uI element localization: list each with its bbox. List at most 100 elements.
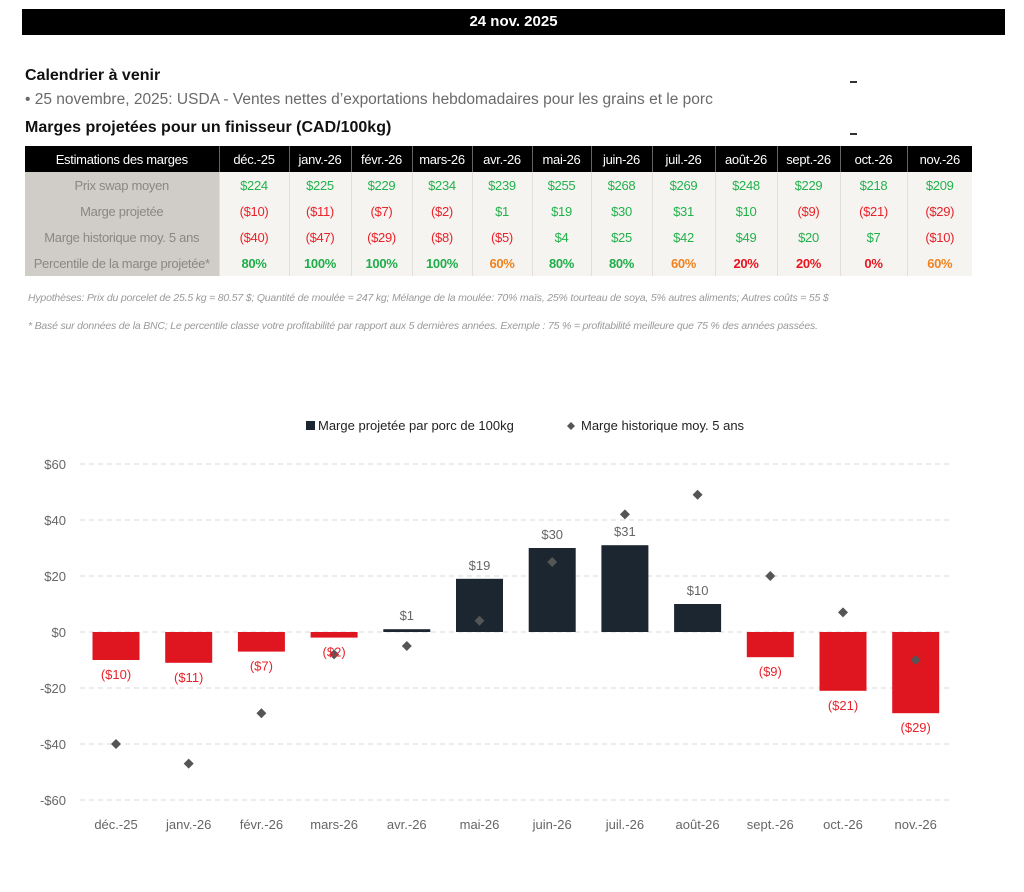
margins-table: Estimations des marges déc.-25 janv.-26 … (25, 146, 972, 276)
y-tick-label: $20 (44, 569, 66, 584)
table-cell: $4 (531, 224, 591, 250)
table-row: Marge historique moy. 5 ans ($40) ($47) ($2… (25, 224, 972, 250)
table-cell: $255 (531, 172, 591, 198)
bar-value-label: $30 (541, 527, 563, 542)
x-tick-label: sept.-26 (747, 817, 794, 832)
table-cell: $224 (218, 172, 289, 198)
historical-diamond (474, 615, 485, 626)
table-cell: $209 (906, 172, 972, 198)
table-cell: 80% (531, 250, 591, 276)
table-cell: ($9) (776, 198, 840, 224)
table-cell: $49 (714, 224, 777, 250)
table-cell: 100% (411, 250, 472, 276)
bar (674, 604, 722, 632)
y-tick-label: $60 (44, 457, 66, 472)
month-header: févr.-26 (350, 146, 412, 172)
bar-value-label: $1 (400, 608, 414, 623)
table-cell: 20% (776, 250, 840, 276)
month-header: mars-26 (411, 146, 472, 172)
bar (383, 629, 431, 632)
bar-value-label: ($11) (174, 670, 203, 685)
table-cell: $229 (350, 172, 412, 198)
table-cell: ($11) (288, 198, 351, 224)
y-tick-label: $40 (44, 513, 66, 528)
bar-value-label: $10 (687, 583, 709, 598)
month-header: janv.-26 (288, 146, 351, 172)
table-corner-header: Estimations des marges (25, 146, 219, 172)
y-tick-label: -$20 (40, 681, 66, 696)
historical-diamond (547, 557, 558, 567)
table-cell: ($7) (350, 198, 412, 224)
table-cell: ($8) (411, 224, 472, 250)
table-header-row: Estimations des marges déc.-25 janv.-26 … (25, 146, 972, 172)
x-tick-label: mars-26 (310, 817, 358, 832)
x-tick-label: août-26 (676, 817, 720, 832)
table-row: Prix swap moyen $224 $225 $229 $234 $239 $255 $… (25, 172, 972, 198)
table-cell: $1 (471, 198, 532, 224)
table-cell: ($10) (218, 198, 289, 224)
date-header: 24 nov. 2025 (22, 9, 1005, 35)
row-label: Prix swap moyen (25, 172, 219, 198)
margin-chart: Marge projetée par porc de 100kg Marge h… (40, 418, 951, 832)
table-cell: ($10) (906, 224, 972, 250)
table-cell: $218 (839, 172, 907, 198)
chart-legend: Marge projetée par porc de 100kg Marge h… (306, 418, 745, 433)
y-tick-label: -$60 (40, 793, 66, 808)
table-cell: $248 (714, 172, 777, 198)
table-cell: $20 (776, 224, 840, 250)
table-cell: ($21) (839, 198, 907, 224)
historical-diamond (256, 708, 267, 719)
month-header: sept.-26 (776, 146, 840, 172)
legend-swatch-diamond (567, 422, 575, 430)
table-cell: $239 (471, 172, 532, 198)
table-cell: $269 (651, 172, 715, 198)
historical-diamond (838, 607, 848, 618)
table-cell: $25 (590, 224, 652, 250)
table-cell: ($29) (350, 224, 412, 250)
table-cell: ($47) (288, 224, 351, 250)
table-cell: ($40) (218, 224, 289, 250)
historical-diamond (401, 641, 412, 651)
table-cell: $10 (714, 198, 777, 224)
table-cell: $19 (531, 198, 591, 224)
x-tick-label: déc.-25 (94, 817, 137, 832)
bar-value-label: $31 (614, 524, 636, 539)
month-header: juil.-26 (651, 146, 715, 172)
hypotheses-note: Hypothèses: Prix du porcelet de 25.5 kg … (28, 292, 829, 304)
table-cell: 20% (714, 250, 777, 276)
bar-value-label: ($10) (101, 667, 131, 682)
table-cell: ($2) (411, 198, 472, 224)
bar-value-label: $19 (469, 558, 491, 573)
bar (819, 632, 867, 691)
table-cell: 60% (906, 250, 972, 276)
bar (601, 545, 649, 632)
historical-diamond (692, 489, 703, 500)
table-cell: ($5) (471, 224, 532, 250)
bar-value-label: ($21) (828, 698, 858, 713)
percentile-footnote: * Basé sur données de la BNC; Le percent… (28, 320, 818, 332)
table-cell: 80% (218, 250, 289, 276)
calendar-title: Calendrier à venir (25, 67, 161, 84)
margins-title: Marges projetées pour un finisseur (CAD/… (25, 119, 392, 136)
table-cell: 0% (839, 250, 907, 276)
table-cell: 100% (288, 250, 351, 276)
x-tick-label: juin-26 (532, 817, 572, 832)
month-header: nov.-26 (906, 146, 972, 172)
calendar-item: • 25 novembre, 2025: USDA - Ventes nette… (25, 91, 713, 108)
bar (310, 632, 358, 638)
legend-swatch-bar (306, 421, 315, 430)
month-header: avr.-26 (471, 146, 532, 172)
bar-value-label: ($7) (250, 659, 273, 674)
historical-diamond (765, 571, 776, 581)
table-cell: $7 (839, 224, 907, 250)
bar-value-label: ($9) (759, 664, 782, 679)
table-row: Marge projetée ($10) ($11) ($7) ($2) $1 $19 $30… (25, 198, 972, 224)
month-header: juin-26 (590, 146, 652, 172)
historical-diamond (619, 509, 630, 520)
table-cell: $268 (590, 172, 652, 198)
x-tick-label: avr.-26 (387, 817, 427, 832)
bar-value-label: ($2) (323, 645, 346, 660)
historical-diamond (111, 739, 121, 749)
table-cell: $225 (288, 172, 351, 198)
historical-diamond (910, 655, 921, 665)
